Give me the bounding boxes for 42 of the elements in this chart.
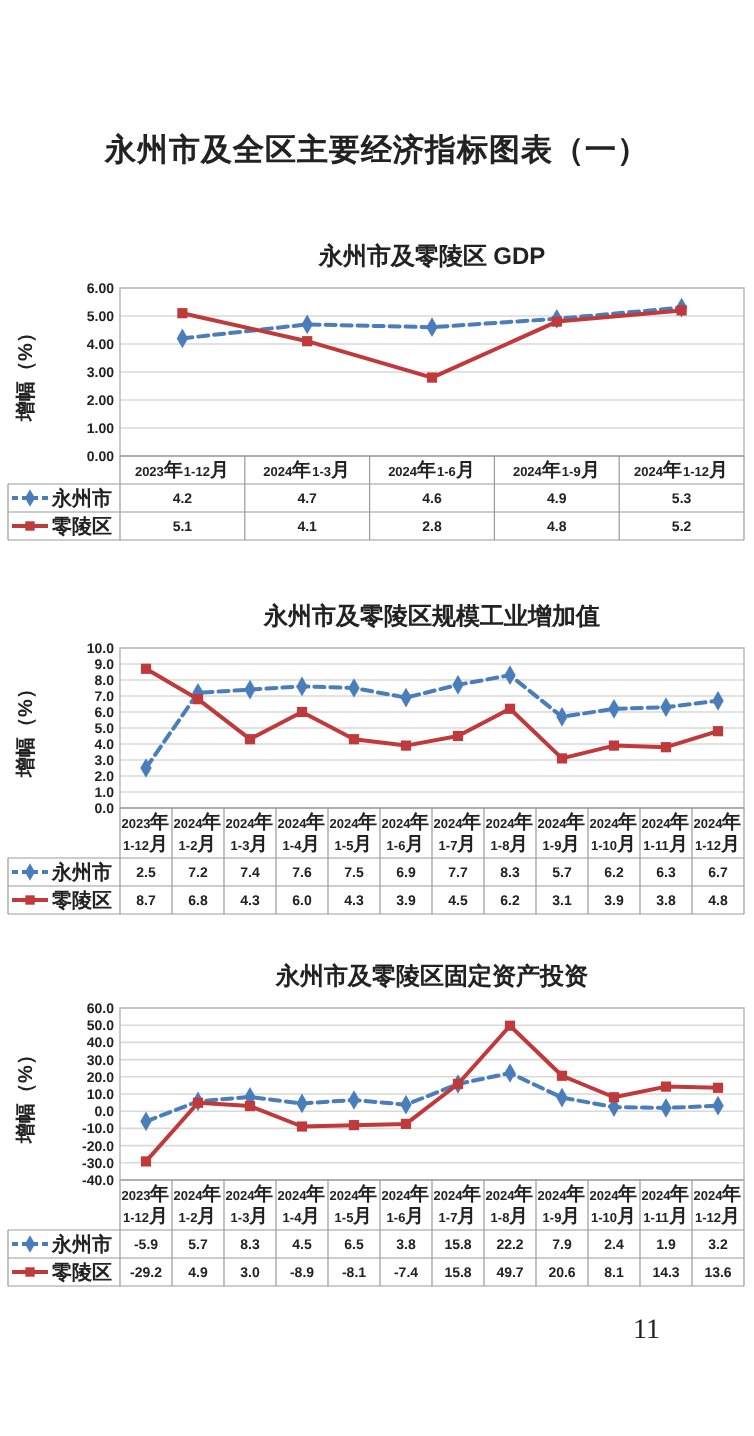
point xyxy=(192,1097,204,1108)
legend-label: 永州市 xyxy=(50,1233,112,1257)
point xyxy=(244,734,256,745)
point xyxy=(660,742,672,753)
legend-label: 零陵区 xyxy=(50,515,112,539)
point xyxy=(296,706,308,718)
legend-label: 零陵区 xyxy=(50,889,112,913)
y-axis-title: 增幅（%） xyxy=(14,323,38,423)
legend-label: 永州市 xyxy=(50,861,112,885)
point xyxy=(676,305,687,316)
point xyxy=(244,1100,256,1112)
text: 永州市及全区主要经济指标图表（一） xyxy=(103,130,649,168)
y-axis-title: 增幅（%） xyxy=(14,679,38,779)
point xyxy=(426,372,438,383)
chart-title: 永州市及零陵区规模工业增加值 xyxy=(262,602,600,630)
point xyxy=(348,1120,360,1131)
point xyxy=(192,694,204,705)
point xyxy=(551,316,562,327)
point xyxy=(504,1020,516,1031)
point xyxy=(348,734,360,745)
point xyxy=(452,730,464,742)
point xyxy=(177,308,188,319)
point xyxy=(608,1092,620,1103)
point xyxy=(140,1156,152,1167)
chart-title: 永州市及零陵区固定资产投资 xyxy=(274,962,588,990)
point xyxy=(400,740,412,751)
text: 11 xyxy=(633,1316,660,1346)
point xyxy=(556,1070,568,1081)
point xyxy=(608,740,620,751)
point xyxy=(712,1082,724,1093)
chart-title: 永州市及零陵区 GDP xyxy=(316,242,546,270)
y-axis-title: 增幅（%） xyxy=(14,1045,38,1145)
point xyxy=(296,1121,308,1132)
point xyxy=(400,1118,412,1130)
legend-label: 永州市 xyxy=(50,487,112,511)
point xyxy=(140,663,152,674)
point xyxy=(504,703,516,714)
point xyxy=(712,726,724,737)
point xyxy=(556,753,568,764)
legend-label: 零陵区 xyxy=(50,1261,112,1285)
point xyxy=(302,336,313,347)
point xyxy=(660,1081,672,1092)
